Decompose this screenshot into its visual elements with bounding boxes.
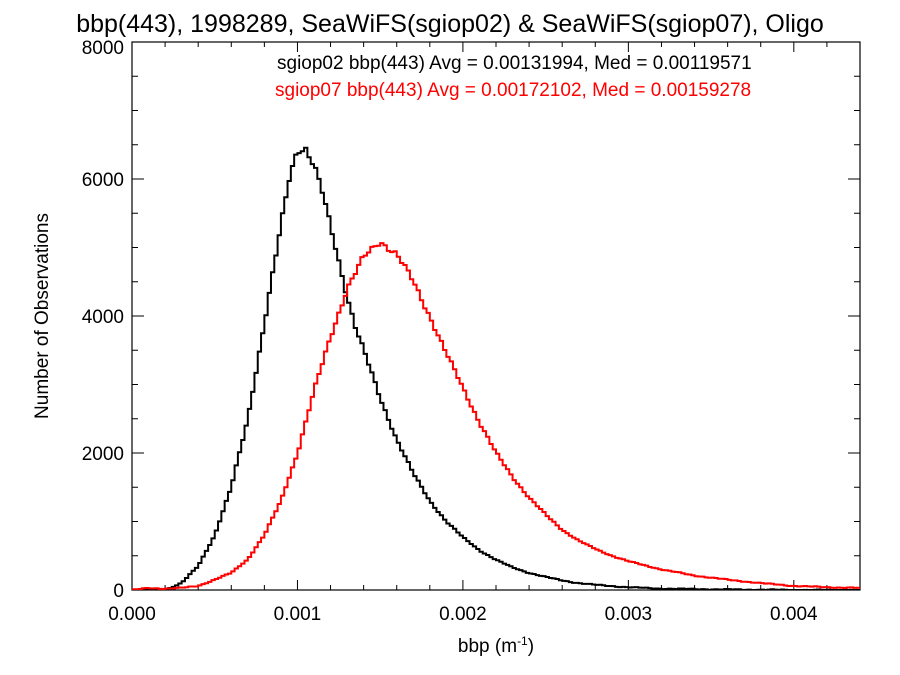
x-axis-label: bbp (m-1) [458, 634, 534, 657]
y-tick-label: 2000 [82, 444, 124, 465]
series-sgiop02-line [132, 146, 860, 590]
legend-entry-sgiop02: sgiop02 bbp(443) Avg = 0.00131994, Med =… [277, 53, 752, 74]
x-axis-label-superscript: -1 [517, 634, 528, 648]
chart-title: bbp(443), 1998289, SeaWiFS(sgiop02) & Se… [76, 10, 824, 38]
x-tick-label: 0.002 [439, 604, 487, 625]
plot-frame [131, 41, 861, 591]
y-tick-label: 4000 [82, 307, 124, 328]
x-tick-label: 0.001 [274, 604, 322, 625]
x-tick-label: 0.000 [108, 604, 156, 625]
y-axis-label: Number of Observations [32, 213, 53, 419]
series-sgiop07-line [132, 242, 860, 590]
legend-entry-sgiop07: sgiop07 bbp(443) Avg = 0.00172102, Med =… [275, 80, 751, 101]
y-tick-label: 6000 [82, 170, 124, 191]
plot-border [131, 41, 861, 591]
series-layer [132, 146, 860, 590]
x-axis-ticks: 0.000 0.001 0.002 0.003 0.004 [108, 42, 828, 625]
x-tick-label: 0.004 [770, 604, 818, 625]
y-axis-ticks: 0 2000 4000 6000 8000 [82, 38, 860, 602]
y-tick-label: 0 [113, 581, 124, 602]
x-axis-label-main: bbp (m [458, 636, 517, 657]
x-tick-label: 0.003 [605, 604, 653, 625]
x-axis-label-tail: ) [528, 636, 534, 657]
y-tick-label: 8000 [82, 38, 124, 59]
